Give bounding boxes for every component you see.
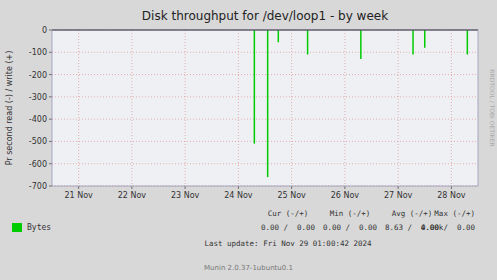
credit: Munin 2.0.37-1ubuntu0.1 <box>204 264 293 272</box>
tick-mark <box>49 163 52 164</box>
marks <box>254 30 467 177</box>
spike <box>424 30 426 48</box>
background <box>0 0 497 280</box>
grid-line <box>185 30 186 186</box>
stats-value: 4.00k/ 0.00 <box>421 223 476 232</box>
tick-label: 23 Nov <box>171 191 200 200</box>
plot-frame <box>52 30 478 186</box>
tick-mark <box>49 52 52 53</box>
tick-label: 28 Nov <box>437 191 466 200</box>
tick-label: 21 Nov <box>64 191 93 200</box>
spike <box>412 30 414 55</box>
tick-label: 26 Nov <box>331 191 360 200</box>
tick-mark <box>78 186 79 189</box>
grid-line <box>78 30 79 186</box>
stats-header: Avg (-/+) <box>392 209 433 218</box>
stats-value: 0.00 / 0.00 <box>261 223 316 232</box>
grid-line <box>52 119 478 120</box>
tick-mark <box>344 186 345 189</box>
grid-line <box>52 74 478 75</box>
grid-line <box>398 30 399 186</box>
tick-mark <box>49 119 52 120</box>
stats-header: Cur (-/+) <box>268 209 309 218</box>
tick-mark <box>49 96 52 97</box>
spike <box>467 30 469 55</box>
tick-label: -200 <box>29 71 47 80</box>
spike <box>254 30 256 144</box>
tick-mark <box>398 186 399 189</box>
tick-mark <box>49 74 52 75</box>
legend-swatch <box>12 223 22 232</box>
tick-mark <box>131 186 132 189</box>
tick-label: -300 <box>29 93 47 102</box>
axis-label: Pr second read (-) / write (+) <box>5 51 14 166</box>
tick-label: 0 <box>42 26 47 35</box>
tick-mark <box>185 186 186 189</box>
grid-line <box>52 52 478 53</box>
tick-label: -100 <box>29 48 47 57</box>
legend-label: Bytes <box>27 223 51 232</box>
spike <box>307 30 309 55</box>
tick-label: -400 <box>29 115 47 124</box>
tick-label: 25 Nov <box>277 191 306 200</box>
spike <box>360 30 362 59</box>
tick-mark <box>238 186 239 189</box>
footer: Last update: Fri Nov 29 01:00:42 2024 <box>204 239 372 248</box>
grid-line <box>344 30 345 186</box>
plot-area <box>52 30 478 186</box>
grid-line <box>131 30 132 186</box>
title: Disk throughput for /dev/loop1 - by week <box>142 9 388 23</box>
tick-mark <box>49 186 52 187</box>
grid-line <box>52 141 478 142</box>
grid-line <box>52 96 478 97</box>
grid-line <box>291 30 292 186</box>
stats-header: Max (-/+) <box>434 209 475 218</box>
tick-mark <box>451 186 452 189</box>
tick-mark <box>49 141 52 142</box>
grid-line <box>52 163 478 164</box>
grid-line <box>238 30 239 186</box>
tick-mark <box>291 186 292 189</box>
tick-label: -500 <box>29 137 47 146</box>
tick-label: -700 <box>29 182 47 191</box>
tick-label: -600 <box>29 160 47 169</box>
tick-label: 24 Nov <box>224 191 253 200</box>
tick-label: 27 Nov <box>384 191 413 200</box>
spike <box>267 30 269 177</box>
tick-mark <box>49 30 52 31</box>
spike <box>278 30 280 42</box>
tick-label: 22 Nov <box>118 191 147 200</box>
chart: 0 -100 -200 -300 -400 -500 -600 -700 21 Nov 22 No… <box>0 0 497 280</box>
stats-header: Min (-/+) <box>330 209 371 218</box>
stats-value: 0.00 / 0.00 <box>323 223 378 232</box>
watermark: RRDTOOL / TOBI OETIKER <box>489 69 496 146</box>
grid-line <box>451 30 452 186</box>
